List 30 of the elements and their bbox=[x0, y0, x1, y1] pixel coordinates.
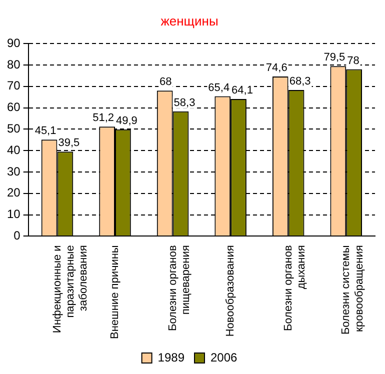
chart-title: женщины bbox=[160, 13, 218, 28]
y-tick-label: 70 bbox=[6, 78, 21, 93]
data-label: 51,2 bbox=[92, 112, 114, 124]
y-tick-label: 20 bbox=[6, 186, 21, 200]
data-label: 49,9 bbox=[116, 114, 138, 127]
data-label: 78 bbox=[347, 54, 360, 67]
legend-label: 1989 bbox=[158, 350, 185, 364]
y-tick-label: 60 bbox=[6, 100, 21, 114]
data-label: 74,6 bbox=[266, 62, 288, 74]
data-label: 58,3 bbox=[174, 96, 196, 109]
y-tick-label: 30 bbox=[6, 164, 21, 178]
data-label: 65,4 bbox=[208, 82, 230, 94]
data-label: 39,5 bbox=[58, 137, 80, 150]
data-label: 68,3 bbox=[289, 76, 311, 88]
x-tick-label: Болезни органов пищеварения bbox=[166, 245, 192, 332]
y-tick-label: 50 bbox=[6, 122, 21, 136]
x-tick-label: Болезни органов дыхания bbox=[282, 245, 308, 332]
y-tick-label: 40 bbox=[6, 142, 21, 157]
y-tick-label: 90 bbox=[6, 36, 21, 50]
data-label: 64,1 bbox=[232, 84, 253, 97]
y-tick-label: 0 bbox=[14, 228, 21, 242]
legend-label: 2006 bbox=[210, 350, 238, 364]
x-tick-label: Внешние причины bbox=[109, 245, 122, 340]
y-tick-label: 10 bbox=[6, 207, 21, 222]
data-label: 68 bbox=[160, 76, 172, 88]
x-tick-label: Инфекционные и паразитарные заболевания bbox=[51, 245, 90, 334]
y-tick-label: 80 bbox=[6, 57, 21, 72]
data-label: 79,5 bbox=[324, 52, 346, 64]
x-tick-label: Новообразования bbox=[224, 245, 237, 337]
data-label: 45,1 bbox=[34, 125, 56, 138]
